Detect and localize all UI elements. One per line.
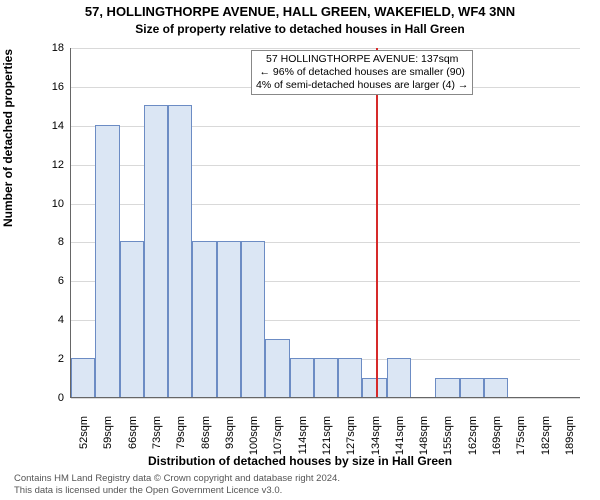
histogram-bar	[120, 241, 144, 397]
annotation-line: ← 96% of detached houses are smaller (90…	[256, 66, 468, 79]
histogram-bar	[290, 358, 314, 397]
histogram-bar	[168, 105, 192, 397]
y-tick-label: 16	[34, 81, 64, 93]
gridline	[71, 48, 580, 49]
y-tick-label: 12	[34, 159, 64, 171]
gridline	[71, 398, 580, 399]
footer-line1: Contains HM Land Registry data © Crown c…	[14, 473, 340, 484]
chart-subtitle: Size of property relative to detached ho…	[0, 22, 600, 36]
annotation-line: 57 HOLLINGTHORPE AVENUE: 137sqm	[256, 53, 468, 66]
y-tick-label: 14	[34, 120, 64, 132]
histogram-bar	[362, 378, 386, 397]
histogram-bar	[484, 378, 508, 397]
histogram-bar	[217, 241, 241, 397]
x-axis-label: Distribution of detached houses by size …	[0, 454, 600, 468]
chart-container: 57, HOLLINGTHORPE AVENUE, HALL GREEN, WA…	[0, 0, 600, 500]
y-tick-label: 0	[34, 392, 64, 404]
histogram-bar	[192, 241, 216, 397]
y-tick-label: 18	[34, 42, 64, 54]
chart-title: 57, HOLLINGTHORPE AVENUE, HALL GREEN, WA…	[0, 4, 600, 19]
plot-area: 57 HOLLINGTHORPE AVENUE: 137sqm← 96% of …	[70, 48, 580, 398]
y-tick-label: 4	[34, 314, 64, 326]
y-tick-label: 2	[34, 353, 64, 365]
histogram-bar	[144, 105, 168, 397]
y-tick-label: 8	[34, 236, 64, 248]
histogram-bar	[314, 358, 338, 397]
histogram-bar	[435, 378, 459, 397]
y-tick-label: 6	[34, 275, 64, 287]
histogram-bar	[387, 358, 411, 397]
annotation-box: 57 HOLLINGTHORPE AVENUE: 137sqm← 96% of …	[251, 50, 473, 95]
footer-attribution: Contains HM Land Registry data © Crown c…	[14, 473, 340, 496]
footer-line2: This data is licensed under the Open Gov…	[14, 485, 340, 496]
y-tick-label: 10	[34, 198, 64, 210]
annotation-line: 4% of semi-detached houses are larger (4…	[256, 79, 468, 92]
y-axis-label: Number of detached properties	[1, 49, 15, 227]
histogram-bar	[95, 125, 119, 397]
histogram-bar	[265, 339, 289, 397]
histogram-bar	[71, 358, 95, 397]
histogram-bar	[338, 358, 362, 397]
histogram-bar	[241, 241, 265, 397]
reference-line	[376, 48, 378, 397]
histogram-bar	[460, 378, 484, 397]
